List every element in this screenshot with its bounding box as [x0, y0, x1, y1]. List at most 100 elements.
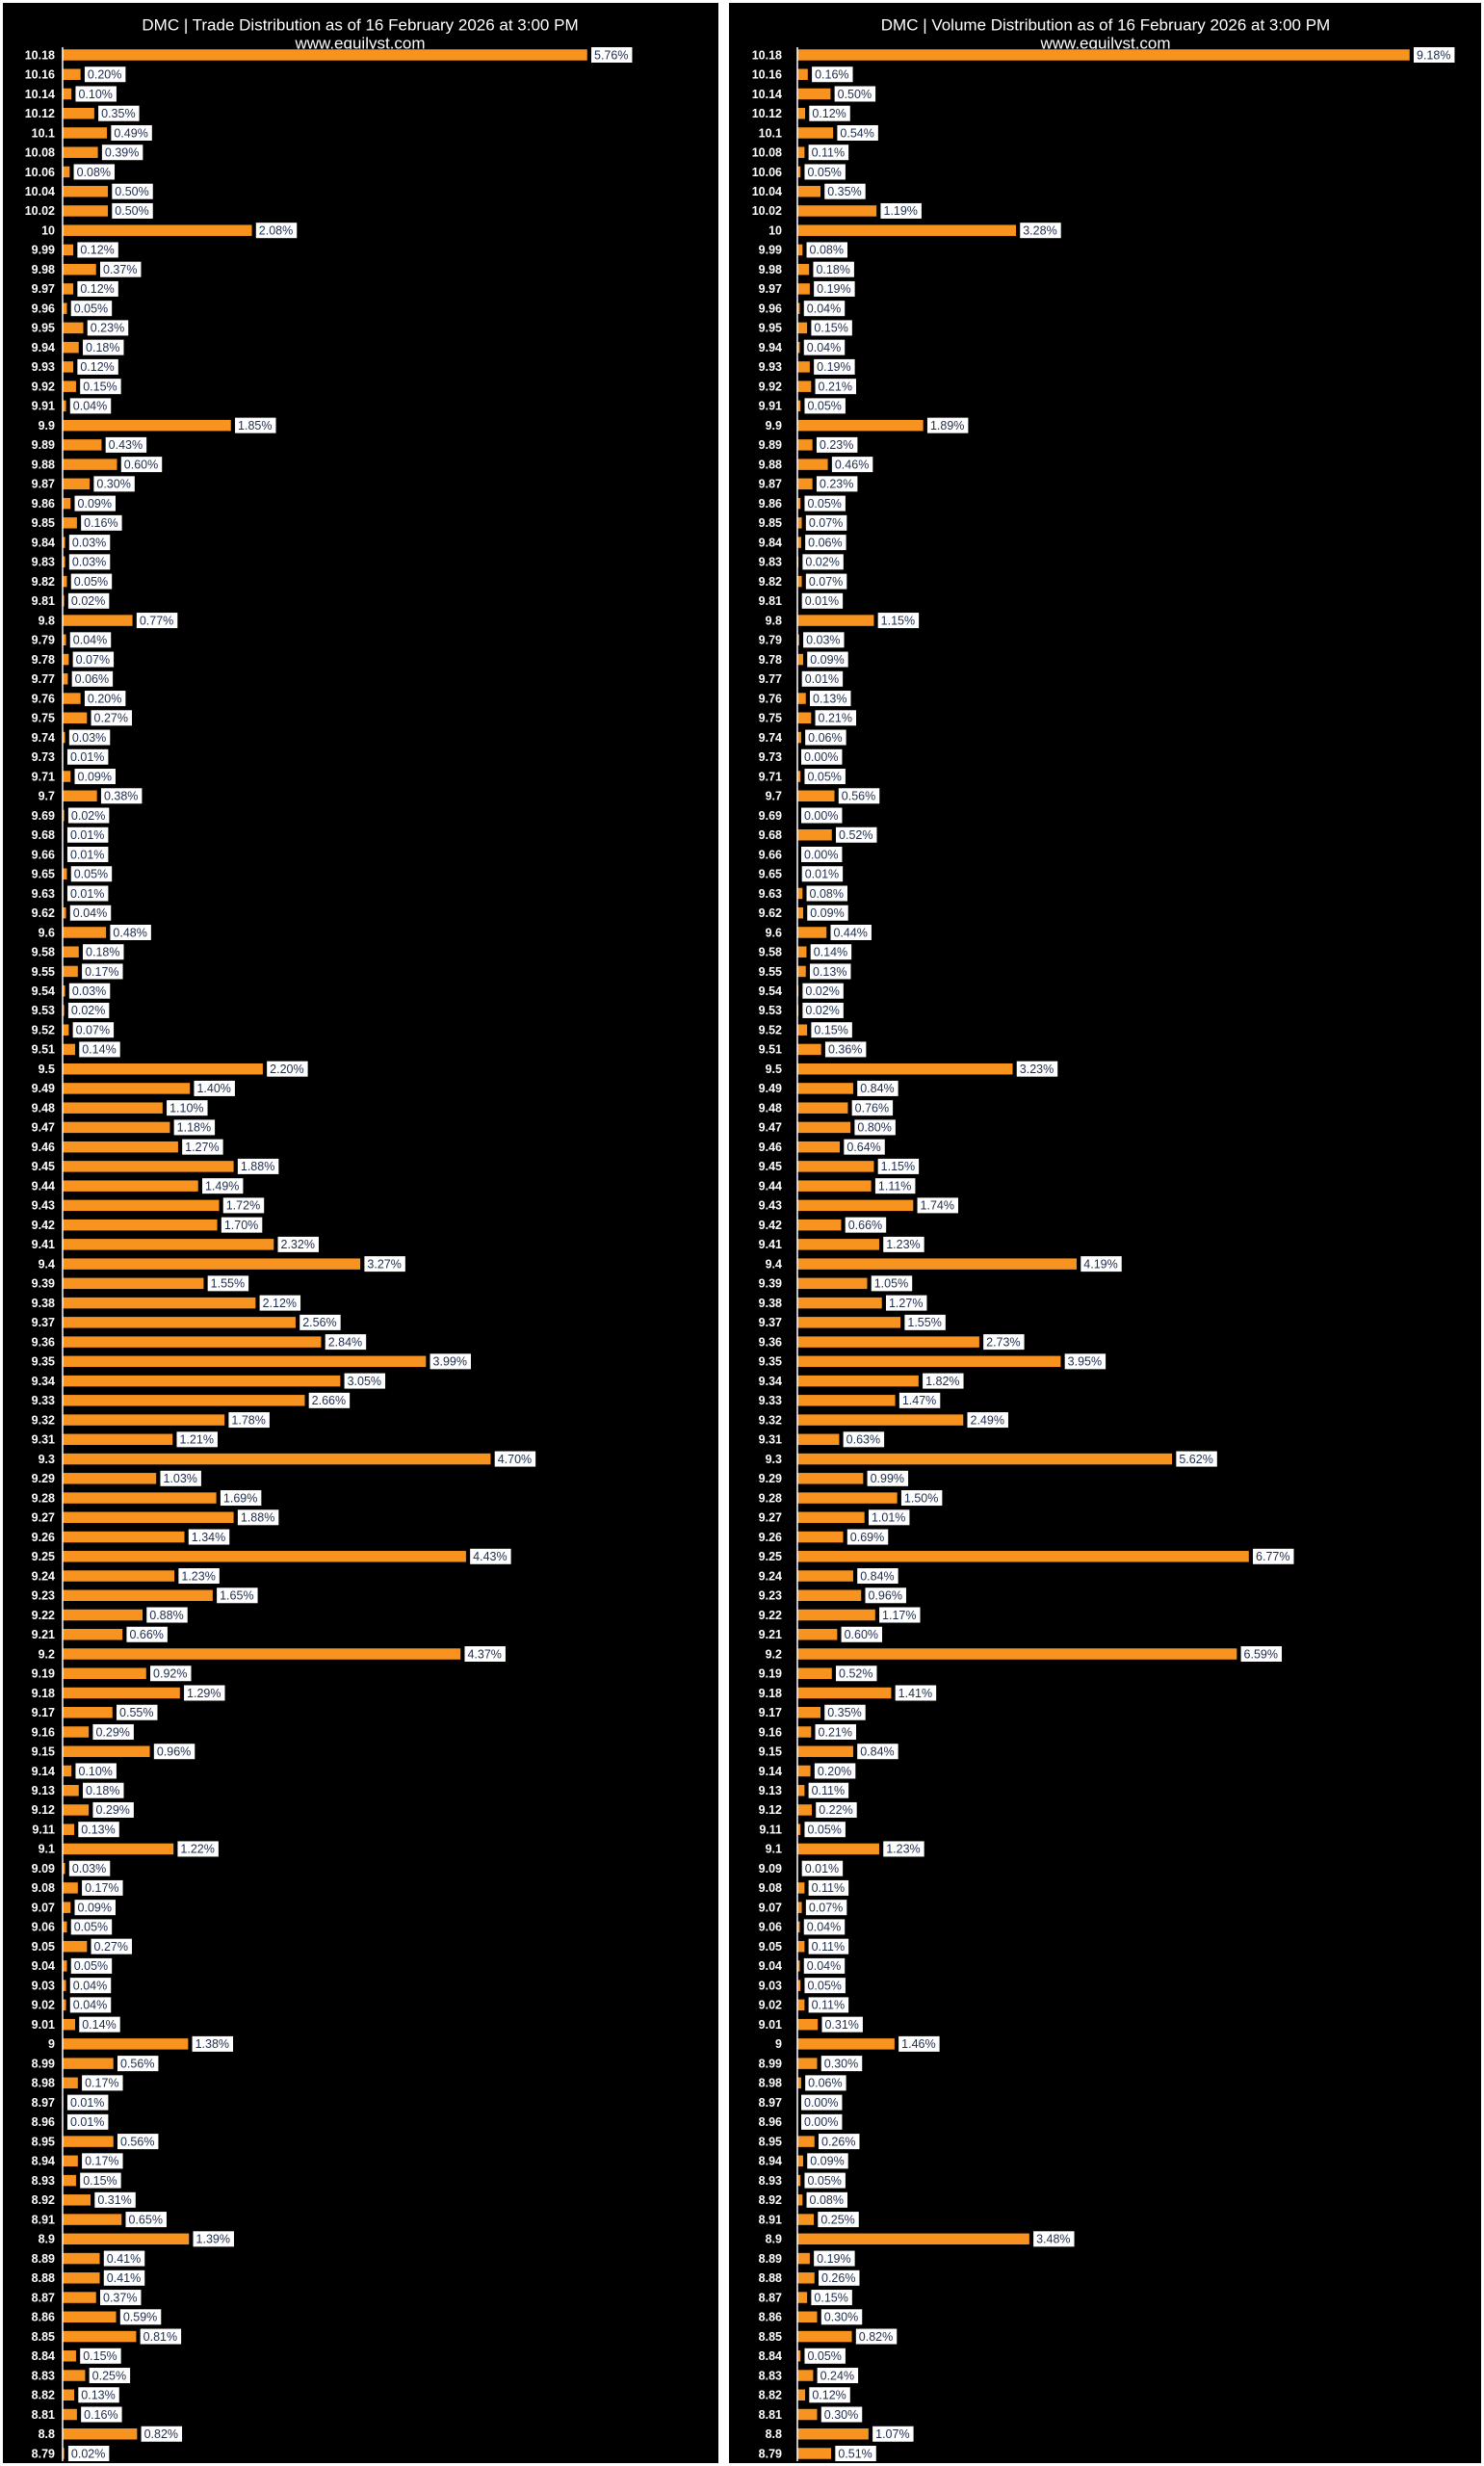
value-label-box: [66, 885, 109, 902]
value-label-box: [117, 1704, 158, 1720]
value-label-box: [66, 748, 109, 765]
value-label-box: [217, 1587, 258, 1604]
bar: [796, 1803, 813, 1817]
bar: [796, 1745, 854, 1758]
value-label: 0.15%: [814, 322, 847, 335]
bar: [796, 790, 836, 802]
value-label: 0.52%: [839, 828, 872, 842]
bar: [62, 1023, 69, 1036]
value-label: 0.77%: [140, 614, 173, 627]
value-label: 0.08%: [810, 244, 844, 257]
value-label-box: [112, 183, 153, 199]
value-label-box: [836, 1666, 877, 1682]
value-label: 0.46%: [835, 458, 869, 471]
category-label: 9.85: [32, 516, 55, 530]
category-label: 9.38: [32, 1297, 55, 1310]
value-label: 0.01%: [805, 1862, 839, 1876]
value-label-box: [178, 1568, 220, 1585]
value-label-box: [854, 1119, 896, 1136]
bar: [796, 1297, 883, 1309]
value-label-box: [222, 1197, 265, 1214]
category-label: 9.23: [759, 1589, 782, 1603]
category-label: 8.97: [32, 2096, 55, 2110]
category-label: 9.17: [32, 1706, 55, 1719]
category-label: 9.43: [759, 1199, 782, 1213]
category-label: 9.09: [759, 1862, 782, 1876]
value-label: 0.30%: [824, 2408, 858, 2422]
value-label-box: [917, 1197, 959, 1214]
category-label: 8.83: [759, 2369, 782, 2382]
value-label: 0.17%: [85, 965, 118, 979]
category-label: 9.21: [759, 1628, 782, 1641]
bar: [796, 1569, 854, 1583]
value-label-box: [804, 769, 846, 785]
value-label: 1.55%: [211, 1277, 245, 1291]
category-label: 8.92: [32, 2193, 55, 2207]
value-label: 0.23%: [820, 438, 853, 452]
bar: [796, 2057, 819, 2070]
category-label: 8.79: [32, 2447, 55, 2460]
category-label: 9.4: [766, 1257, 782, 1271]
category-label: 8.95: [32, 2135, 55, 2148]
value-label: 0.01%: [805, 594, 839, 608]
bar: [62, 88, 72, 100]
value-label: 1.88%: [241, 1511, 274, 1525]
value-label: 0.52%: [839, 1667, 872, 1681]
category-label: 9.65: [32, 868, 55, 881]
value-label-box: [812, 66, 853, 83]
category-label: 9.63: [32, 887, 55, 901]
bar: [796, 2408, 819, 2421]
category-label: 9.92: [759, 380, 782, 393]
category-label: 8.86: [32, 2311, 55, 2324]
value-label: 0.31%: [824, 2018, 858, 2032]
bar: [62, 1531, 186, 1543]
value-label-box: [824, 1704, 866, 1720]
value-label-box: [66, 826, 109, 843]
value-label: 0.02%: [805, 984, 839, 998]
category-label: 9.01: [32, 2018, 55, 2032]
category-label: 9.31: [32, 1433, 55, 1447]
category-label: 9.32: [759, 1413, 782, 1427]
category-label: 8.93: [759, 2174, 782, 2188]
value-label-box: [364, 1256, 405, 1272]
value-label: 6.77%: [1256, 1550, 1289, 1563]
value-label: 5.76%: [594, 48, 628, 62]
category-label: 9.74: [32, 731, 55, 745]
value-label: 0.23%: [820, 478, 853, 491]
value-label-box: [808, 1879, 849, 1896]
value-label-box: [809, 2387, 850, 2403]
value-label-box: [805, 1900, 847, 1916]
bar: [796, 2330, 853, 2343]
value-label: 0.05%: [807, 400, 841, 413]
value-label: 0.18%: [86, 341, 119, 354]
bar: [62, 1881, 79, 1895]
bar: [796, 2447, 832, 2460]
bar: [62, 1647, 461, 1661]
bar: [62, 204, 109, 218]
value-label-box: [820, 2406, 863, 2423]
value-label: 1.78%: [231, 1413, 265, 1427]
value-label: 0.12%: [80, 360, 114, 374]
bar: [62, 614, 134, 627]
category-label: 8.81: [32, 2408, 55, 2422]
value-label: 0.03%: [72, 984, 106, 998]
value-label: 0.03%: [806, 634, 840, 647]
value-label: 1.23%: [886, 1238, 920, 1251]
value-label: 0.01%: [70, 848, 104, 861]
category-label: 9.07: [759, 1901, 782, 1914]
value-label-box: [801, 670, 844, 687]
value-label: 0.29%: [95, 1725, 129, 1739]
bar: [796, 1316, 901, 1329]
bar: [62, 380, 77, 393]
category-label: 8.8: [39, 2427, 55, 2441]
category-label: 9.19: [759, 1667, 782, 1681]
category-label: 10.08: [25, 146, 55, 160]
value-label-box: [207, 1275, 249, 1292]
category-label: 9.53: [32, 1004, 55, 1017]
value-label: 2.56%: [302, 1316, 336, 1329]
value-label-box: [68, 1860, 111, 1876]
value-label-box: [101, 144, 143, 161]
value-label-box: [470, 1548, 511, 1564]
value-label-box: [808, 1938, 849, 1954]
value-label-box: [811, 320, 852, 336]
